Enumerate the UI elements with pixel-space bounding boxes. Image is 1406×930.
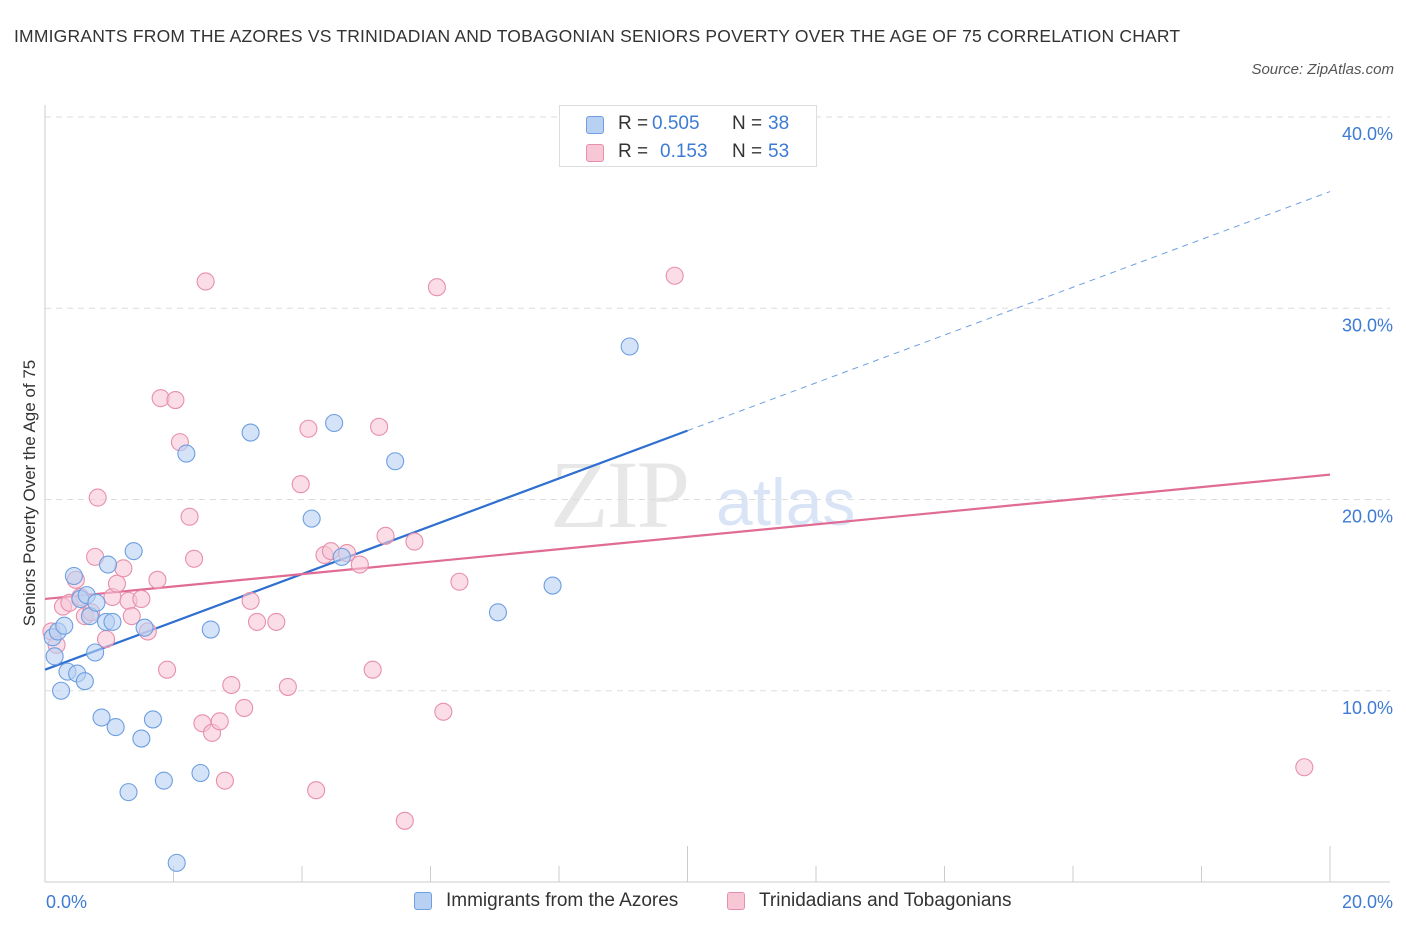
data-point-trinidad xyxy=(299,419,318,438)
data-point-azores xyxy=(92,708,111,727)
n-label: N = xyxy=(732,113,763,134)
trend-line-1 xyxy=(44,473,1331,601)
y-tick-label: 40.0% xyxy=(1342,124,1393,144)
data-point-azores xyxy=(106,718,125,737)
data-point-azores xyxy=(64,566,83,586)
x-tick-label-min: 0.0% xyxy=(46,892,87,912)
chart-title: IMMIGRANTS FROM THE AZORES VS TRINIDADIA… xyxy=(14,26,1181,46)
data-point-trinidad xyxy=(405,532,424,551)
data-points xyxy=(42,146,1314,872)
trend-lines xyxy=(44,191,1331,671)
data-point-trinidad xyxy=(185,549,204,568)
data-point-azores xyxy=(332,547,351,566)
y-tick-label: 10.0% xyxy=(1342,698,1393,718)
data-point-trinidad xyxy=(434,702,453,721)
n-value-trinidad: 53 xyxy=(768,141,790,162)
data-point-trinidad xyxy=(307,781,326,800)
data-point-azores xyxy=(302,509,321,528)
data-point-trinidad xyxy=(132,589,151,609)
data-point-trinidad xyxy=(215,771,234,790)
data-point-trinidad xyxy=(395,811,414,830)
data-point-trinidad xyxy=(166,390,185,410)
trinidad-legend-label: Trinidadians and Tobagonians xyxy=(759,890,1012,911)
azores-legend-label: Immigrants from the Azores xyxy=(446,890,679,911)
data-point-azores xyxy=(119,783,138,802)
r-value-azores: 0.505 xyxy=(652,113,700,134)
data-point-azores xyxy=(132,729,151,748)
data-point-azores xyxy=(45,647,64,666)
data-point-trinidad xyxy=(241,591,260,610)
data-point-trinidad xyxy=(247,612,267,631)
x-tick-label-max: 20.0% xyxy=(1342,892,1393,912)
data-point-azores xyxy=(135,618,154,637)
r-label: R = xyxy=(618,141,649,162)
data-point-azores xyxy=(201,620,220,639)
data-point-trinidad xyxy=(180,507,199,526)
data-point-trinidad xyxy=(370,417,389,436)
trinidad-swatch xyxy=(586,144,604,162)
data-point-trinidad xyxy=(1295,758,1314,777)
data-point-azores xyxy=(241,423,260,442)
data-point-azores xyxy=(177,444,196,463)
data-point-trinidad xyxy=(235,698,254,718)
data-point-trinidad xyxy=(196,272,215,291)
trinidad-legend-swatch xyxy=(727,892,745,910)
data-point-trinidad xyxy=(158,660,177,679)
data-point-azores xyxy=(86,643,105,662)
watermark-zip: ZIP xyxy=(550,441,688,548)
data-point-trinidad xyxy=(222,675,241,695)
data-point-azores xyxy=(52,681,71,700)
data-point-azores xyxy=(103,612,122,631)
data-point-azores xyxy=(124,542,143,561)
data-point-azores xyxy=(87,593,106,612)
data-point-trinidad xyxy=(427,278,446,297)
source-label: Source: ZipAtlas.com xyxy=(1251,61,1394,78)
data-point-azores xyxy=(143,710,162,729)
trend-line-extension-0 xyxy=(687,191,1331,432)
n-value-azores: 38 xyxy=(768,113,790,134)
data-point-trinidad xyxy=(278,677,297,696)
data-point-trinidad xyxy=(122,607,141,626)
azores-legend-swatch xyxy=(414,892,432,910)
data-point-trinidad xyxy=(350,555,369,574)
data-point-azores xyxy=(543,576,562,595)
data-point-azores xyxy=(75,672,94,691)
data-point-trinidad xyxy=(88,488,107,507)
data-point-azores xyxy=(325,413,344,433)
y-tick-label: 20.0% xyxy=(1342,507,1393,527)
data-point-trinidad xyxy=(376,526,395,545)
data-point-azores xyxy=(98,555,118,574)
data-point-azores xyxy=(55,616,74,635)
data-point-trinidad xyxy=(291,475,310,494)
azores-swatch xyxy=(586,116,604,134)
data-point-azores xyxy=(488,603,508,622)
data-point-azores xyxy=(167,853,186,872)
data-point-trinidad xyxy=(450,572,469,591)
r-label: R = xyxy=(618,113,649,134)
data-point-trinidad xyxy=(107,574,127,593)
data-point-trinidad xyxy=(114,559,133,578)
data-point-azores xyxy=(191,763,210,783)
data-point-azores xyxy=(386,452,405,471)
data-point-azores xyxy=(154,771,173,790)
axes xyxy=(44,105,1390,883)
data-point-trinidad xyxy=(210,712,229,731)
data-point-azores xyxy=(620,337,639,356)
data-point-trinidad xyxy=(363,660,382,679)
data-point-trinidad xyxy=(665,266,684,285)
y-tick-label: 30.0% xyxy=(1342,315,1393,335)
stats-legend: R = 0.505 N = 38 R = 0.153 N = 53 xyxy=(559,105,817,167)
data-point-trinidad xyxy=(148,570,167,589)
data-point-trinidad xyxy=(267,612,286,631)
tick-labels: 10.0% 20.0% 30.0% 40.0% 0.0% 20.0% xyxy=(46,124,1393,912)
n-label: N = xyxy=(732,141,763,162)
r-value-trinidad: 0.153 xyxy=(660,141,708,162)
